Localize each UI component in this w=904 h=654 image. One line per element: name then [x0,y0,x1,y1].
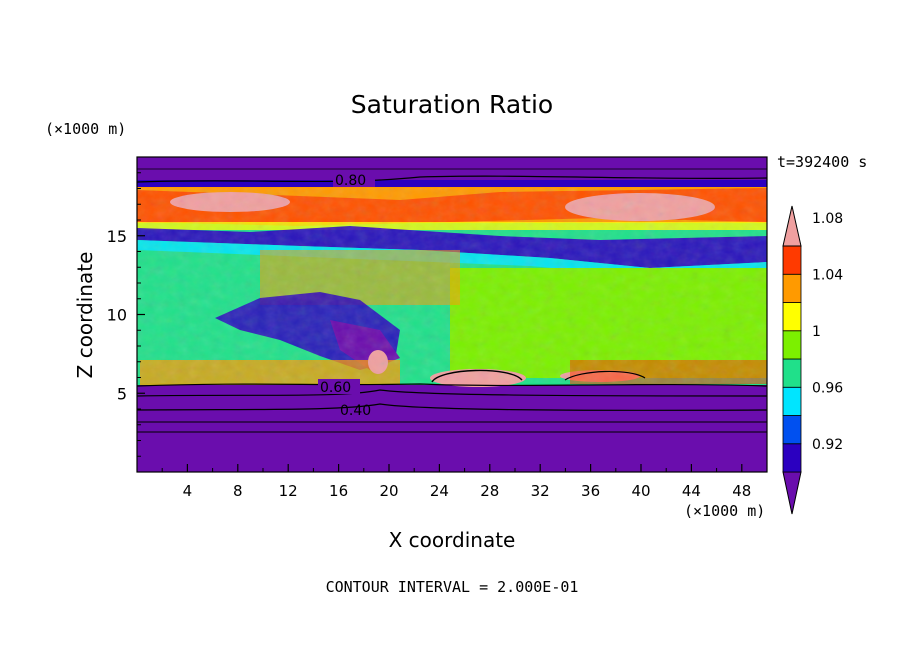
contour-080-low [137,383,767,387]
y-tick-label: 15 [107,227,127,246]
x-axis-label: X coordinate [389,528,516,552]
colorbar-segment [782,330,802,360]
blue-band-top [137,180,767,188]
x-tick-label: 24 [430,482,449,500]
dry-top-layer [137,157,767,184]
contour-label-080: 0.80 [335,173,366,189]
colorbar-label: 0.92 [812,437,843,453]
colorbar: 0.92 0.96 1 1.04 1.08 [782,205,843,515]
plot-area [137,157,767,472]
colorbar-label: 1.08 [812,211,843,227]
x-tick-label: 20 [379,482,398,500]
colorbar-lower-extend [782,471,802,515]
x-tick-label: 44 [682,482,701,500]
y-axis: 5 10 15 [107,172,145,457]
colorbar-upper-extend [782,205,802,247]
time-label: t=392400 s [777,153,867,171]
x-tick-label: 12 [279,482,298,500]
colorbar-segment [782,273,802,303]
dry-lower-layer [137,385,767,472]
x-unit-label: (×1000 m) [684,502,765,520]
contour-pink-center [431,369,523,383]
x-tick-label: 8 [233,482,243,500]
colorbar-segment [782,245,802,275]
contour-interval-footer: CONTOUR INTERVAL = 2.000E-01 [326,578,579,596]
x-tick-label: 32 [531,482,550,500]
contour-pink-right [564,370,646,381]
x-tick-label: 40 [631,482,650,500]
x-tick-label: 4 [183,482,193,500]
contour-label-040: 0.40 [340,403,371,419]
colorbar-label: 0.96 [812,380,843,396]
y-axis-label: Z coordinate [73,252,97,379]
colorbar-segment [782,358,802,388]
contour-label-060-bg [318,379,360,394]
contour-label-080-bg [333,171,375,187]
colorbar-segment [782,415,802,445]
x-tick-label: 28 [480,482,499,500]
texture [137,188,767,383]
contour-080-top [137,175,767,183]
x-tick-label: 36 [581,482,600,500]
x-axis: 4 8 12 16 20 24 28 32 36 40 44 48 [161,464,751,500]
chart-title: Saturation Ratio [351,90,553,119]
contour-040 [137,403,767,411]
y-unit-label: (×1000 m) [45,120,126,138]
y-tick-label: 10 [107,306,127,325]
y-tick-label: 5 [117,384,127,403]
colorbar-label: 1 [812,324,821,340]
contour-label-060: 0.60 [320,380,351,396]
colorbar-segment [782,302,802,332]
colorbar-segment [782,443,802,473]
x-tick-label: 16 [329,482,348,500]
contour-060 [137,389,767,397]
x-tick-label: 48 [732,482,751,500]
colorbar-segment [782,386,802,416]
colorbar-label: 1.04 [812,267,843,283]
